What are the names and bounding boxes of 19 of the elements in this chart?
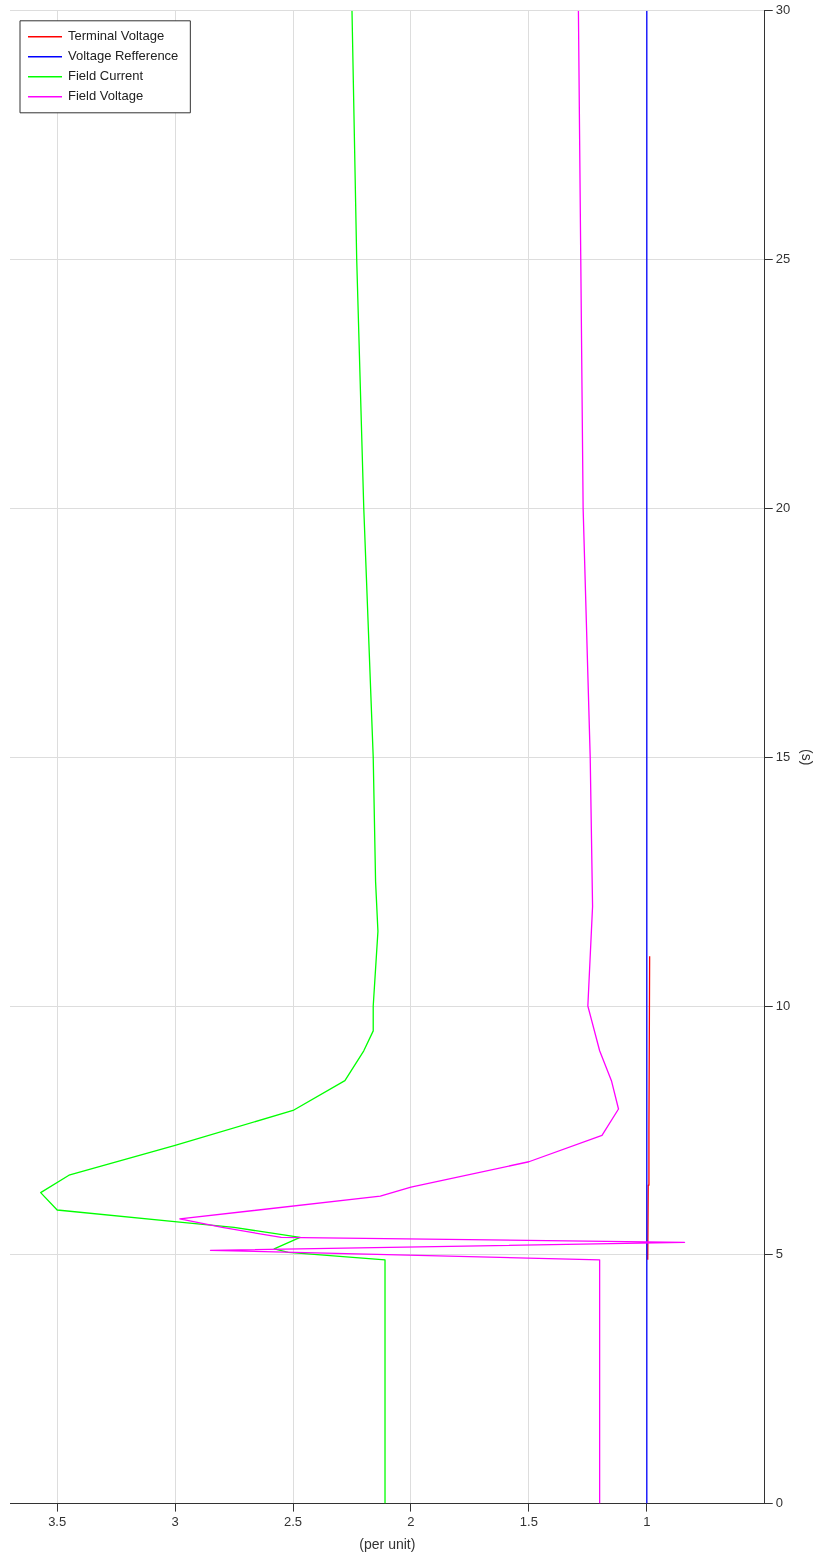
x-tick-label: 2 [407,1513,415,1529]
y-tick-label: 20 [775,499,791,515]
x-tick-label: 1.5 [519,1513,538,1529]
y-tick-label: 5 [775,1246,783,1262]
y-tick-label: 15 [775,748,791,764]
x-tick-label: 2.5 [283,1513,303,1529]
y-tick-label: 0 [775,1495,783,1511]
y-axis-title: (s) [798,749,815,766]
y-tick-label: 10 [775,997,791,1013]
y-tick-label: 25 [775,251,791,267]
x-tick-label: 1 [643,1513,651,1529]
x-tick-label: 3 [171,1513,179,1529]
x-tick-label: 3.5 [48,1513,67,1529]
legend-label: Terminal Voltage [68,28,165,44]
x-axis-title: (per unit) [359,1536,416,1553]
legend-label: Field Current [68,68,144,84]
legend-label: Field Voltage [68,88,144,104]
legend-label: Voltage Refference [68,48,179,64]
y-tick-label: 30 [775,2,791,18]
